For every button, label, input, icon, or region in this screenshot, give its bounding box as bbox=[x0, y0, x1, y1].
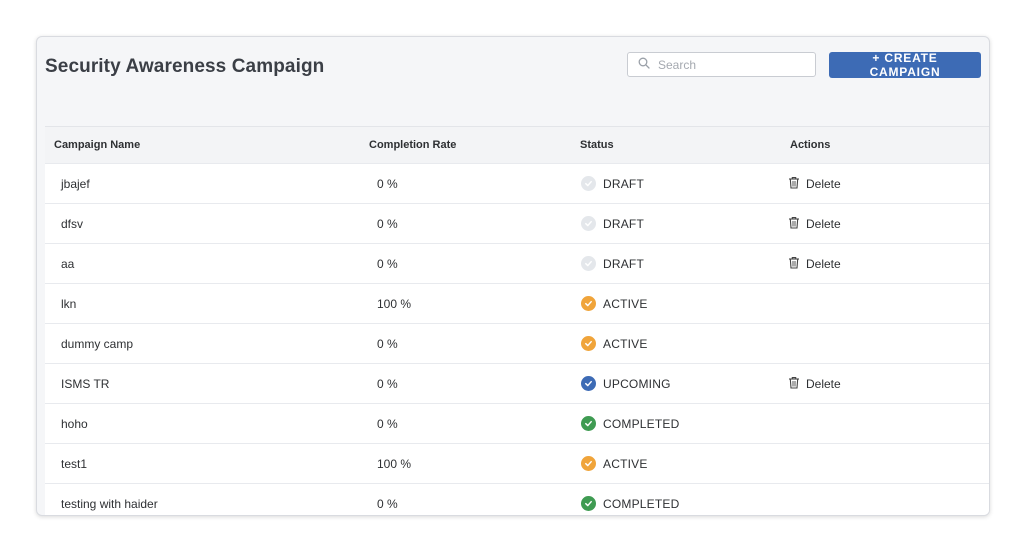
delete-label: Delete bbox=[806, 256, 841, 271]
actions-cell: Delete bbox=[789, 244, 841, 283]
completion-rate: 0 % bbox=[377, 496, 398, 511]
trash-icon bbox=[788, 176, 806, 192]
page-title: Security Awareness Campaign bbox=[45, 56, 325, 77]
completion-rate: 0 % bbox=[377, 216, 398, 231]
status-cell: ACTIVE bbox=[581, 284, 648, 323]
campaign-name[interactable]: dummy camp bbox=[61, 336, 134, 351]
search-icon bbox=[638, 56, 650, 74]
status-cell: ACTIVE bbox=[581, 324, 648, 363]
actions-cell: Delete bbox=[789, 204, 841, 243]
status-label: ACTIVE bbox=[603, 296, 648, 311]
trash-icon bbox=[788, 376, 806, 392]
check-circle-icon bbox=[581, 176, 596, 191]
campaign-table: Campaign Name Completion Rate Status Act… bbox=[45, 126, 989, 515]
table-row[interactable]: hoho 0 % COMPLETED bbox=[45, 404, 989, 444]
table-header: Campaign Name Completion Rate Status Act… bbox=[45, 127, 989, 164]
check-circle-icon bbox=[581, 256, 596, 271]
campaign-name[interactable]: hoho bbox=[61, 416, 88, 431]
table-row[interactable]: aa 0 % DRAFT Delete bbox=[45, 244, 989, 284]
trash-icon bbox=[788, 256, 806, 272]
table-row[interactable]: jbajef 0 % DRAFT Delete bbox=[45, 164, 989, 204]
check-circle-icon bbox=[581, 376, 596, 391]
delete-button[interactable]: Delete bbox=[788, 376, 841, 392]
completion-rate: 100 % bbox=[377, 456, 412, 471]
column-header-actions: Actions bbox=[790, 139, 831, 151]
actions-cell: Delete bbox=[789, 164, 841, 203]
status-cell: COMPLETED bbox=[581, 484, 680, 515]
table-row[interactable]: lkn 100 % ACTIVE bbox=[45, 284, 989, 324]
campaign-panel: Security Awareness Campaign + CREATE CAM… bbox=[36, 36, 990, 516]
delete-label: Delete bbox=[806, 376, 841, 391]
completion-rate: 0 % bbox=[377, 376, 398, 391]
status-label: ACTIVE bbox=[603, 336, 648, 351]
completion-rate: 0 % bbox=[377, 336, 398, 351]
table-row[interactable]: dummy camp 0 % ACTIVE bbox=[45, 324, 989, 364]
status-label: ACTIVE bbox=[603, 456, 648, 471]
search-box[interactable] bbox=[627, 52, 816, 77]
delete-label: Delete bbox=[806, 176, 841, 191]
column-header-campaign-name: Campaign Name bbox=[54, 139, 141, 151]
table-row[interactable]: test1 100 % ACTIVE bbox=[45, 444, 989, 484]
trash-icon bbox=[788, 216, 806, 232]
table-row[interactable]: testing with haider 0 % COMPLETED bbox=[45, 484, 989, 515]
create-campaign-button[interactable]: + CREATE CAMPAIGN bbox=[829, 51, 981, 79]
status-cell: DRAFT bbox=[581, 204, 644, 243]
completion-rate: 0 % bbox=[377, 256, 398, 271]
completion-rate: 0 % bbox=[377, 176, 398, 191]
column-header-status: Status bbox=[580, 139, 614, 151]
check-circle-icon bbox=[581, 216, 596, 231]
campaign-name[interactable]: dfsv bbox=[61, 216, 84, 231]
check-circle-icon bbox=[581, 336, 596, 351]
status-label: COMPLETED bbox=[603, 416, 680, 431]
campaign-name[interactable]: lkn bbox=[61, 296, 77, 311]
delete-button[interactable]: Delete bbox=[788, 176, 841, 192]
campaign-name[interactable]: ISMS TR bbox=[61, 376, 110, 391]
status-label: COMPLETED bbox=[603, 496, 680, 511]
campaign-name[interactable]: testing with haider bbox=[61, 496, 158, 511]
status-label: UPCOMING bbox=[603, 376, 671, 391]
status-label: DRAFT bbox=[603, 256, 644, 271]
status-cell: DRAFT bbox=[581, 244, 644, 283]
delete-button[interactable]: Delete bbox=[788, 256, 841, 272]
status-label: DRAFT bbox=[603, 176, 644, 191]
table-row[interactable]: dfsv 0 % DRAFT Delete bbox=[45, 204, 989, 244]
column-header-completion-rate: Completion Rate bbox=[369, 139, 457, 151]
actions-cell: Delete bbox=[789, 364, 841, 403]
completion-rate: 0 % bbox=[377, 416, 398, 431]
search-input[interactable] bbox=[658, 57, 798, 72]
delete-label: Delete bbox=[806, 216, 841, 231]
check-circle-icon bbox=[581, 416, 596, 431]
status-cell: DRAFT bbox=[581, 164, 644, 203]
status-cell: ACTIVE bbox=[581, 444, 648, 483]
check-circle-icon bbox=[581, 456, 596, 471]
status-label: DRAFT bbox=[603, 216, 644, 231]
campaign-name[interactable]: jbajef bbox=[61, 176, 90, 191]
campaign-name[interactable]: aa bbox=[61, 256, 75, 271]
table-row[interactable]: ISMS TR 0 % UPCOMING Delete bbox=[45, 364, 989, 404]
check-circle-icon bbox=[581, 296, 596, 311]
check-circle-icon bbox=[581, 496, 596, 511]
status-cell: COMPLETED bbox=[581, 404, 680, 443]
delete-button[interactable]: Delete bbox=[788, 216, 841, 232]
campaign-name[interactable]: test1 bbox=[61, 456, 88, 471]
completion-rate: 100 % bbox=[377, 296, 412, 311]
status-cell: UPCOMING bbox=[581, 364, 671, 403]
